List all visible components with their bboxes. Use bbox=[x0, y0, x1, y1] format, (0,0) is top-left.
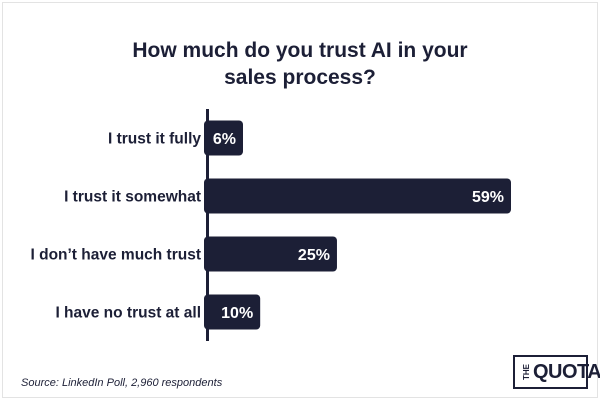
category-label: I have no trust at all bbox=[55, 305, 201, 322]
value-label: 10% bbox=[221, 305, 253, 322]
value-label: 25% bbox=[298, 247, 330, 264]
y-axis-line bbox=[206, 109, 209, 341]
bar-3 bbox=[204, 236, 337, 272]
value-label: 6% bbox=[213, 131, 236, 148]
chart-title-line-2: sales process? bbox=[224, 66, 376, 89]
source-note: Source: LinkedIn Poll, 2,960 respondents bbox=[21, 377, 223, 389]
bar-chart: I trust it fully 6% I trust it somewhat 59%… bbox=[30, 109, 511, 341]
category-label: I trust it fully bbox=[108, 131, 201, 148]
chart-title-line-1: How much do you trust AI in your bbox=[132, 39, 468, 62]
value-label: 59% bbox=[472, 189, 504, 206]
category-label: I don’t have much trust bbox=[30, 247, 201, 264]
bar-4 bbox=[204, 294, 261, 330]
the-quota-logo: THE QUOTA bbox=[513, 355, 600, 389]
bar-1 bbox=[204, 120, 243, 156]
bar-2 bbox=[204, 178, 511, 214]
logo-quota-text: QUOTA bbox=[533, 361, 600, 383]
category-label: I trust it somewhat bbox=[64, 189, 201, 206]
chart-title: How much do you trust AI in your sales p… bbox=[3, 37, 597, 91]
